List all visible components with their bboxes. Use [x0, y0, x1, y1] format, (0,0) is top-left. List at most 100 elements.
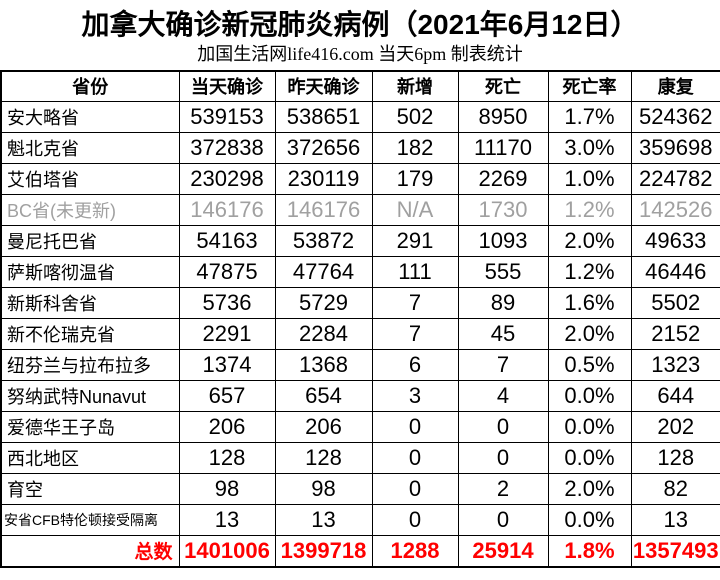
cell-new: 3 — [371, 379, 459, 412]
covid-stats-table: 省份 当天确诊 昨天确诊 新增 死亡 死亡率 康复 安大略省 539153 538651 502 8… — [0, 70, 720, 568]
cell-province: 西北地区 — [0, 441, 180, 474]
cell-death_rate: 1.2% — [547, 193, 632, 226]
page-title: 加拿大确诊新冠肺炎病例（2021年6月12日） — [81, 9, 639, 40]
cell-death_rate: 0.0% — [547, 410, 632, 443]
total-cell-yesterday: 1399718 — [274, 534, 373, 568]
cell-death_rate: 2.0% — [547, 317, 632, 350]
cell-province: 魁北克省 — [0, 131, 180, 164]
cell-recovered: 224782 — [630, 162, 720, 195]
cell-new: 7 — [371, 286, 459, 319]
cell-today: 372838 — [178, 131, 276, 164]
column-header-death_rate: 死亡率 — [547, 70, 632, 102]
cell-deaths: 1093 — [457, 224, 549, 257]
total-cell-label: 总数 — [0, 534, 180, 568]
cell-yesterday: 5729 — [274, 286, 373, 319]
cell-new: 0 — [371, 472, 459, 505]
total-cell-today: 1401006 — [178, 534, 276, 568]
cell-deaths: 0 — [457, 410, 549, 443]
cell-death_rate: 2.0% — [547, 472, 632, 505]
cell-deaths: 2269 — [457, 162, 549, 195]
cell-recovered: 142526 — [630, 193, 720, 226]
header-row: 省份 当天确诊 昨天确诊 新增 死亡 死亡率 康复 — [0, 70, 720, 102]
cell-yesterday: 1368 — [274, 348, 373, 381]
table-row: 新斯科舍省 5736 5729 7 89 1.6% 5502 — [0, 286, 720, 319]
cell-new: 6 — [371, 348, 459, 381]
table-row: 曼尼托巴省 54163 53872 291 1093 2.0% 49633 — [0, 224, 720, 257]
column-header-yesterday: 昨天确诊 — [274, 70, 373, 102]
cell-today: 13 — [178, 503, 276, 536]
total-cell-death_rate: 1.8% — [547, 534, 632, 568]
cell-province: 曼尼托巴省 — [0, 224, 180, 257]
cell-today: 146176 — [178, 193, 276, 226]
cell-today: 657 — [178, 379, 276, 412]
cell-recovered: 524362 — [630, 100, 720, 133]
cell-yesterday: 13 — [274, 503, 373, 536]
cell-deaths: 1730 — [457, 193, 549, 226]
column-header-recovered: 康复 — [630, 70, 720, 102]
cell-recovered: 5502 — [630, 286, 720, 319]
cell-recovered: 644 — [630, 379, 720, 412]
cell-yesterday: 98 — [274, 472, 373, 505]
cell-deaths: 11170 — [457, 131, 549, 164]
cell-recovered: 1323 — [630, 348, 720, 381]
cell-today: 539153 — [178, 100, 276, 133]
cell-new: 0 — [371, 441, 459, 474]
table-row: 萨斯喀彻温省 47875 47764 111 555 1.2% 46446 — [0, 255, 720, 288]
cell-province: 安省CFB特伦顿接受隔离 — [0, 503, 180, 536]
cell-province: 萨斯喀彻温省 — [0, 255, 180, 288]
cell-today: 98 — [178, 472, 276, 505]
cell-deaths: 89 — [457, 286, 549, 319]
cell-today: 206 — [178, 410, 276, 443]
cell-yesterday: 654 — [274, 379, 373, 412]
cell-recovered: 359698 — [630, 131, 720, 164]
cell-new: 182 — [371, 131, 459, 164]
cell-yesterday: 2284 — [274, 317, 373, 350]
cell-new: 111 — [371, 255, 459, 288]
cell-recovered: 128 — [630, 441, 720, 474]
table-head: 省份 当天确诊 昨天确诊 新增 死亡 死亡率 康复 — [0, 70, 720, 102]
cell-province: 努纳武特Nunavut — [0, 379, 180, 412]
cell-province: 新斯科舍省 — [0, 286, 180, 319]
cell-yesterday: 47764 — [274, 255, 373, 288]
cell-recovered: 46446 — [630, 255, 720, 288]
total-row: 总数 1401006 1399718 1288 25914 1.8% 1357493 — [0, 534, 720, 568]
table-row: 育空 98 98 0 2 2.0% 82 — [0, 472, 720, 505]
cell-today: 5736 — [178, 286, 276, 319]
cell-yesterday: 538651 — [274, 100, 373, 133]
cell-yesterday: 146176 — [274, 193, 373, 226]
cell-recovered: 82 — [630, 472, 720, 505]
cell-today: 230298 — [178, 162, 276, 195]
table-body: 安大略省 539153 538651 502 8950 1.7% 524362 魁北克省 372… — [0, 100, 720, 536]
cell-province: 安大略省 — [0, 100, 180, 133]
cell-recovered: 2152 — [630, 317, 720, 350]
cell-deaths: 8950 — [457, 100, 549, 133]
page-subtitle: 加国生活网life416.com 当天6pm 制表统计 — [197, 44, 523, 64]
cell-new: 502 — [371, 100, 459, 133]
cell-death_rate: 1.7% — [547, 100, 632, 133]
cell-new: 0 — [371, 410, 459, 443]
cell-new: 7 — [371, 317, 459, 350]
cell-province: 纽芬兰与拉布拉多 — [0, 348, 180, 381]
cell-death_rate: 2.0% — [547, 224, 632, 257]
cell-deaths: 45 — [457, 317, 549, 350]
table-row: 艾伯塔省 230298 230119 179 2269 1.0% 224782 — [0, 162, 720, 195]
table-row: 纽芬兰与拉布拉多 1374 1368 6 7 0.5% 1323 — [0, 348, 720, 381]
cell-death_rate: 0.0% — [547, 503, 632, 536]
cell-death_rate: 1.0% — [547, 162, 632, 195]
cell-today: 128 — [178, 441, 276, 474]
cell-today: 1374 — [178, 348, 276, 381]
cell-death_rate: 3.0% — [547, 131, 632, 164]
table-row: 爱德华王子岛 206 206 0 0 0.0% 202 — [0, 410, 720, 443]
cell-yesterday: 128 — [274, 441, 373, 474]
cell-recovered: 13 — [630, 503, 720, 536]
table-row: 新不伦瑞克省 2291 2284 7 45 2.0% 2152 — [0, 317, 720, 350]
column-header-today: 当天确诊 — [178, 70, 276, 102]
column-header-new: 新增 — [371, 70, 459, 102]
cell-death_rate: 0.0% — [547, 379, 632, 412]
cell-province: BC省(未更新) — [0, 193, 180, 226]
table-row: BC省(未更新) 146176 146176 N/A 1730 1.2% 142526 — [0, 193, 720, 226]
cell-deaths: 0 — [457, 441, 549, 474]
cell-province: 艾伯塔省 — [0, 162, 180, 195]
column-header-province: 省份 — [0, 70, 180, 102]
cell-recovered: 202 — [630, 410, 720, 443]
